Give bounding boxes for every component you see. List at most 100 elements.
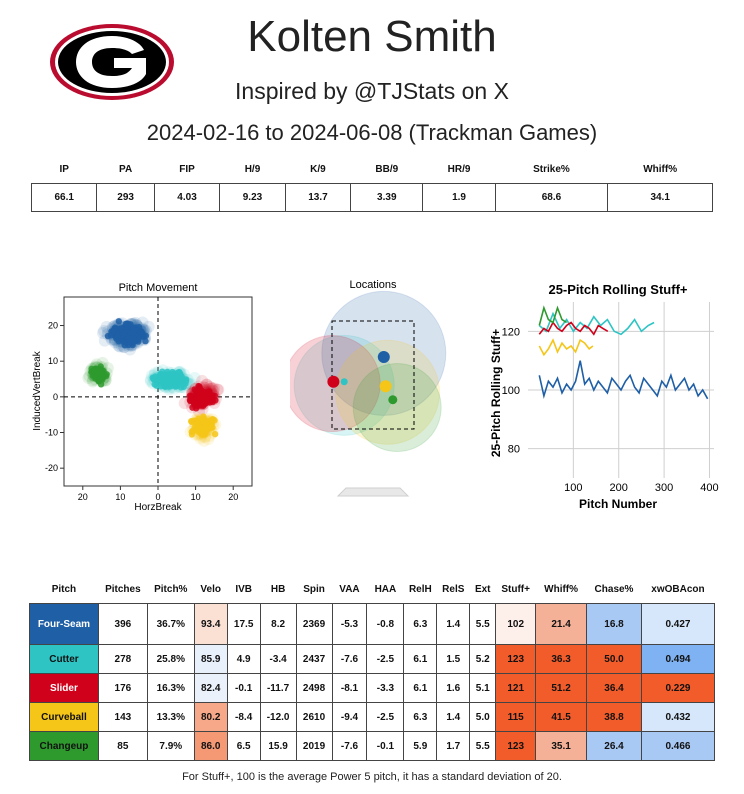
pitch-col-header: Ext <box>474 584 491 595</box>
summary-col-header: K/9 <box>310 163 326 175</box>
pitch-relh-cell: 6.1 <box>403 673 438 703</box>
pitch-haa-cell: -3.3 <box>366 673 405 703</box>
pitch-pct-cell: 7.9% <box>146 731 195 761</box>
pitch-name-cell: Slider <box>29 673 99 703</box>
pitch-relh-cell: 6.1 <box>403 644 438 674</box>
movement-y-tick-label: -10 <box>45 428 58 438</box>
pitch-col-header: Pitch <box>51 584 77 595</box>
pitch-xwoba-cell: 0.229 <box>640 673 716 703</box>
movement-point <box>188 418 195 426</box>
pitch-name-cell: Four-Seam <box>29 603 99 645</box>
summary-col-header: IP <box>59 163 69 175</box>
pitch-pitches-cell: 396 <box>97 603 148 645</box>
pitch-name-cell: Changeup <box>29 731 99 761</box>
home-plate <box>336 487 410 497</box>
pitch-col-header: RelH <box>408 584 432 595</box>
movement-cluster-slider <box>178 374 225 418</box>
summary-value: 293 <box>96 183 155 212</box>
summary-value-row: 66.1 293 4.03 9.23 13.7 3.39 1.9 68.6 34… <box>30 183 713 212</box>
movement-point <box>115 318 122 325</box>
logo-letter: G <box>48 22 49 23</box>
pitch-rels-cell: 1.4 <box>436 603 471 645</box>
movement-point <box>92 365 99 372</box>
location-density-changeup <box>352 363 442 453</box>
movement-halo <box>211 383 224 396</box>
movement-point <box>211 430 219 438</box>
movement-y-label: InducedVertBreak <box>32 350 43 430</box>
rolling-y-tick-label: 80 <box>508 444 520 456</box>
movement-y-tick-label: -20 <box>45 463 58 473</box>
rolling-line-slider <box>538 321 609 336</box>
pitch-hb-cell: 8.2 <box>259 603 297 645</box>
subtitle: Inspired by @TJStats on X <box>235 78 509 104</box>
pitch-pitches-cell: 85 <box>97 731 148 761</box>
location-mean-slider <box>327 375 340 388</box>
pitch-relh-cell: 6.3 <box>403 702 438 732</box>
pitch-rels-cell: 1.5 <box>436 644 471 674</box>
pitch-col-header: Pitch% <box>154 584 188 595</box>
rolling-line-curveball <box>538 338 594 357</box>
rolling-line-four-seam <box>538 360 709 400</box>
pitch-stuff-cell: 102 <box>495 603 537 645</box>
movement-x-tick-label: 20 <box>78 492 88 502</box>
pitch-spin-cell: 2610 <box>295 702 333 732</box>
pitch-col-header: HAA <box>374 584 397 595</box>
pitch-col-header: HB <box>270 584 286 595</box>
pitch-col-header: VAA <box>339 584 360 595</box>
movement-point <box>206 397 214 404</box>
pitch-ext-cell: 5.0 <box>469 702 497 732</box>
pitch-vaa-cell: -7.6 <box>331 731 368 761</box>
location-density-cutter <box>293 334 395 436</box>
rolling-x-tick-label: 100 <box>564 482 582 494</box>
pitch-haa-cell: -2.5 <box>366 644 405 674</box>
movement-point <box>165 376 173 384</box>
location-mean-four-seam <box>377 351 390 363</box>
summary-col-header: BB/9 <box>375 163 399 175</box>
movement-point <box>92 375 99 382</box>
movement-point <box>142 337 149 345</box>
pitch-pitches-cell: 176 <box>97 673 148 703</box>
movement-point <box>170 376 177 383</box>
pitch-ivb-cell: -8.4 <box>226 702 261 732</box>
pitch-pct-cell: 16.3% <box>146 673 195 703</box>
pitch-row: Slider 176 16.3% 82.4 -0.1 -11.7 2498 -8.1 -3.3 6… <box>29 673 716 703</box>
pitch-chase-cell: 50.0 <box>586 644 642 674</box>
movement-point <box>164 371 172 379</box>
pitch-row: Cutter 278 25.8% 85.9 4.9 -3.4 2437 -7.6 -2.5 6.1… <box>29 644 716 674</box>
movement-halo <box>142 320 155 333</box>
pitch-haa-cell: -2.5 <box>366 702 405 732</box>
pitch-col-header: xwOBAcon <box>651 584 705 595</box>
movement-point <box>202 394 209 401</box>
movement-point <box>119 330 127 338</box>
pitch-velo-cell: 82.4 <box>193 673 228 703</box>
pitch-stuff-cell: 115 <box>495 702 537 732</box>
summary-col-header: H/9 <box>244 163 261 175</box>
summary-value: 9.23 <box>219 183 286 212</box>
pitch-whiff-cell: 21.4 <box>535 603 588 645</box>
pitch-row: Changeup 85 7.9% 86.0 6.5 15.9 2019 -7.6 -0.1 5.9… <box>29 731 716 761</box>
movement-point <box>104 332 112 340</box>
pitch-pct-cell: 25.8% <box>146 644 195 674</box>
movement-point <box>200 413 207 420</box>
movement-point <box>97 381 105 388</box>
summary-value: 68.6 <box>494 183 609 212</box>
movement-point <box>196 384 203 392</box>
movement-y-tick-label: 10 <box>48 356 58 366</box>
pitch-row: Four-Seam 396 36.7% 93.4 17.5 8.2 2369 -5.3 -0.8… <box>29 603 716 645</box>
pitch-col-header: Chase% <box>594 584 634 595</box>
rolling-x-label: Pitch Number <box>579 497 657 511</box>
date-range: 2024-02-16 to 2024-06-08 (Trackman Games… <box>146 120 598 145</box>
pitch-spin-cell: 2498 <box>295 673 333 703</box>
summary-value: 4.03 <box>153 183 221 212</box>
movement-y-tick-label: 20 <box>48 321 58 331</box>
player-name: Kolten Smith <box>247 12 497 61</box>
pitch-table-header-row: Pitch Pitches Pitch% Velo IVB HB Spin VAA HAA Rel… <box>30 576 715 604</box>
rolling-stuff-chart: 25-Pitch Rolling Stuff+ 100 200 300 400 80 10… <box>489 282 719 511</box>
rolling-chart-title: 25-Pitch Rolling Stuff+ <box>548 282 687 297</box>
pitch-rels-cell: 1.7 <box>436 731 471 761</box>
pitch-ivb-cell: -0.1 <box>226 673 261 703</box>
movement-halo <box>200 378 213 391</box>
locations-chart-title: Locations <box>349 279 397 291</box>
movement-halo <box>198 434 211 447</box>
pitch-pitches-cell: 278 <box>97 644 148 674</box>
